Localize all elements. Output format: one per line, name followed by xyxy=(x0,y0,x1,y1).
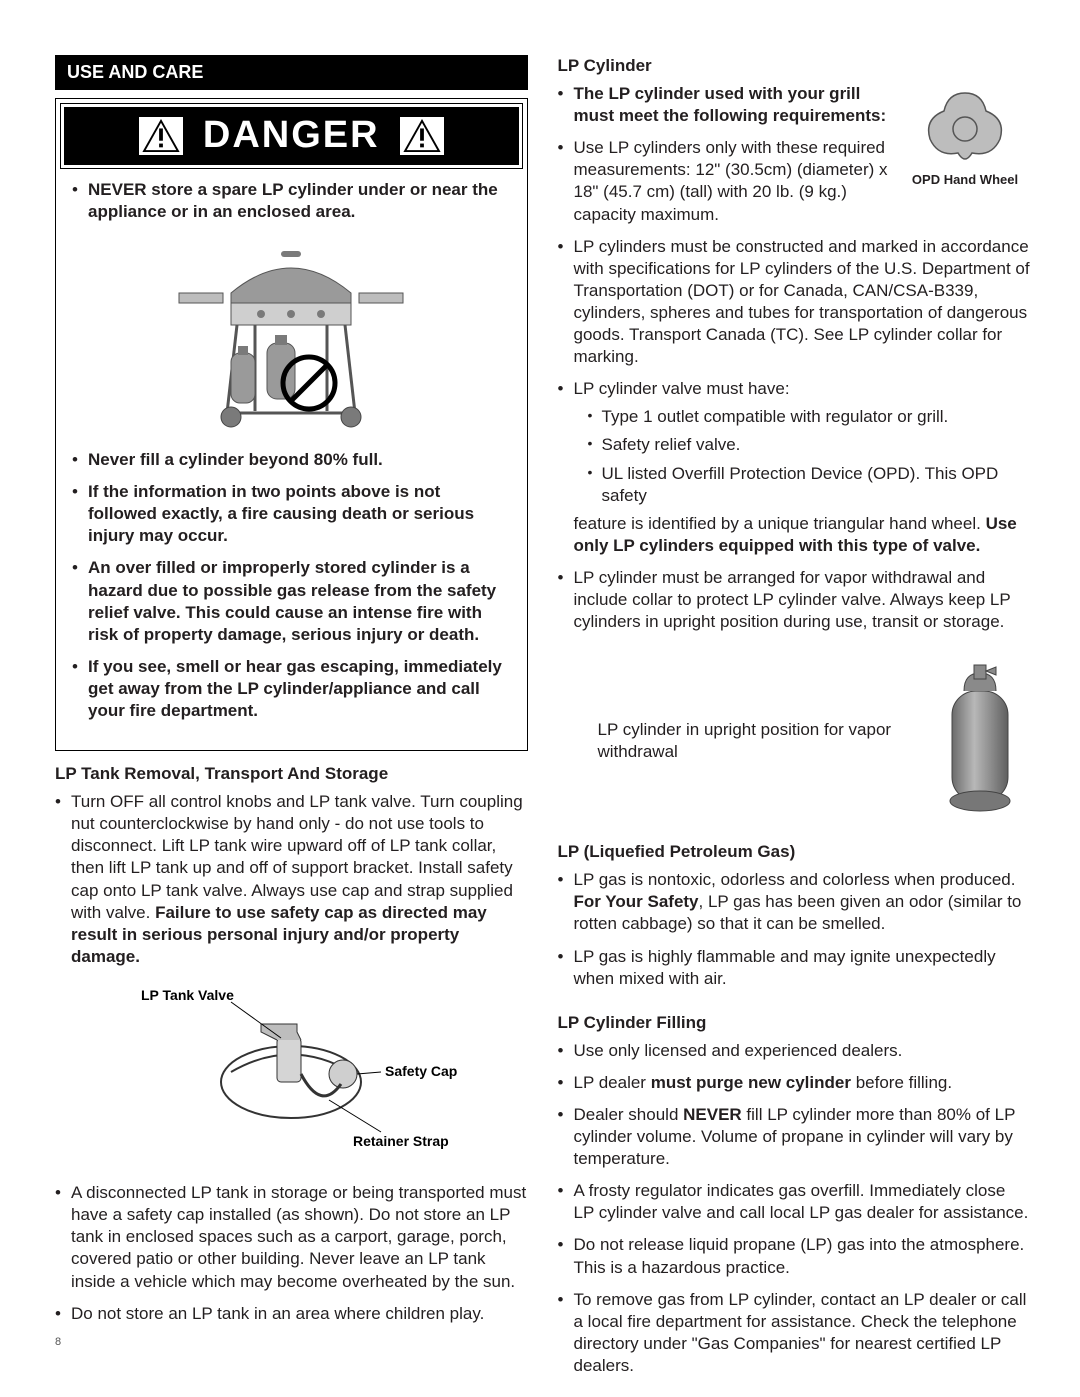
label-strap: Retainer Strap xyxy=(353,1133,449,1149)
lp-upright-figure: LP cylinder in upright position for vapo… xyxy=(558,661,1031,821)
danger-box: DANGER NEVER store a spare LP cylinder u… xyxy=(55,98,528,751)
lpg-heading: LP (Liquefied Petroleum Gas) xyxy=(558,841,1031,863)
bullet-item: LP gas is nontoxic, odorless and colorle… xyxy=(558,869,1031,935)
bullet-item: The LP cylinder used with your grill mus… xyxy=(558,83,1031,127)
right-column: LP Cylinder OPD Hand Wheel The LP cylind… xyxy=(558,55,1031,1387)
bullet-item: Do not release liquid propane (LP) gas i… xyxy=(558,1234,1031,1278)
fill-heading: LP Cylinder Filling xyxy=(558,1012,1031,1034)
danger-body: NEVER store a spare LP cylinder under or… xyxy=(60,169,523,746)
bullet-item: Turn OFF all control knobs and LP tank v… xyxy=(55,791,528,968)
page-root: USE AND CARE DANGER xyxy=(55,55,1030,1387)
danger-bullet-list-2: Never fill a cylinder beyond 80% full. If… xyxy=(72,449,511,722)
lp-cylinder-heading: LP Cylinder xyxy=(558,55,1031,77)
warning-triangle-icon xyxy=(400,117,444,155)
label-valve: LP Tank Valve xyxy=(141,987,234,1003)
bullet-item: LP cylinders must be constructed and mar… xyxy=(558,236,1031,369)
bullet-item: A frosty regulator indicates gas overfil… xyxy=(558,1180,1031,1224)
bullet-item: LP gas is highly flammable and may ignit… xyxy=(558,946,1031,990)
bullet-item: Use LP cylinders only with these require… xyxy=(558,137,1031,225)
sub-bullet-item: Safety relief valve. xyxy=(588,434,1031,456)
bullet-item: Do not store an LP tank in an area where… xyxy=(55,1303,528,1325)
lp-cyl-block: OPD Hand Wheel The LP cylinder used with… xyxy=(558,83,1031,643)
bullet-item: If you see, smell or hear gas escaping, … xyxy=(72,656,511,722)
lp-cylinder-list: The LP cylinder used with your grill mus… xyxy=(558,83,1031,633)
label-cap: Safety Cap xyxy=(385,1063,457,1079)
lpg-list: LP gas is nontoxic, odorless and colorle… xyxy=(558,869,1031,989)
bullet-item: NEVER store a spare LP cylinder under or… xyxy=(72,179,511,223)
tank-removal-list-2: A disconnected LP tank in storage or bei… xyxy=(55,1182,528,1325)
bullet-item: To remove gas from LP cylinder, contact … xyxy=(558,1289,1031,1377)
bullet-item: A disconnected LP tank in storage or bei… xyxy=(55,1182,528,1292)
tank-removal-list: Turn OFF all control knobs and LP tank v… xyxy=(55,791,528,968)
tank-valve-figure: LP Tank Valve Safety Cap Retainer Strap xyxy=(121,982,461,1166)
danger-word: DANGER xyxy=(203,111,380,160)
danger-bullet-list: NEVER store a spare LP cylinder under or… xyxy=(72,179,511,223)
bullet-item: If the information in two points above i… xyxy=(72,481,511,547)
grill-icon xyxy=(171,233,411,433)
page-number: 8 xyxy=(55,1335,528,1349)
warning-triangle-icon xyxy=(139,117,183,155)
upright-caption: LP cylinder in upright position for vapo… xyxy=(558,719,915,763)
fill-list: Use only licensed and experienced dealer… xyxy=(558,1040,1031,1377)
bullet-item: An over filled or improperly stored cyli… xyxy=(72,557,511,645)
bullet-item: Use only licensed and experienced dealer… xyxy=(558,1040,1031,1062)
bullet-item: LP cylinder valve must have:Type 1 outle… xyxy=(558,378,1031,557)
tank-removal-heading: LP Tank Removal, Transport And Storage xyxy=(55,763,528,785)
left-column: USE AND CARE DANGER xyxy=(55,55,528,1387)
danger-banner: DANGER xyxy=(60,103,523,168)
bullet-item: LP dealer must purge new cylinder before… xyxy=(558,1072,1031,1094)
danger-inner: DANGER xyxy=(64,107,519,164)
bullet-item: Dealer should NEVER fill LP cylinder mor… xyxy=(558,1104,1031,1170)
bullet-item: LP cylinder must be arranged for vapor w… xyxy=(558,567,1031,633)
sub-bullet-item: UL listed Overfill Protection Device (OP… xyxy=(588,463,1031,507)
section-header: USE AND CARE xyxy=(55,55,528,90)
lp-cylinder-icon xyxy=(930,661,1030,821)
sub-bullet-item: Type 1 outlet compatible with regulator … xyxy=(588,406,1031,428)
bullet-item: Never fill a cylinder beyond 80% full. xyxy=(72,449,511,471)
grill-figure xyxy=(72,233,511,439)
